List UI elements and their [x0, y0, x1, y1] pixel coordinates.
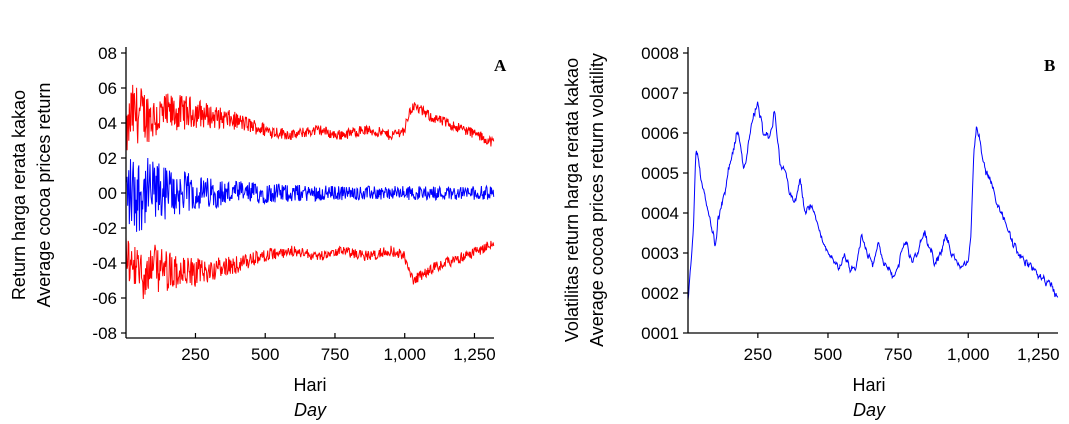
- panel-b-series: [687, 101, 1059, 301]
- panel-b-y-tick-label: 0002: [641, 284, 679, 303]
- panel-a-upper-band-line: [125, 84, 495, 151]
- panel-b-y-axis-title: Volatilitas return harga rerata kakao Av…: [562, 53, 607, 347]
- panel-a-y-tick-label: -08: [92, 324, 117, 343]
- panel-b-x-tick-label: 1,250: [1017, 345, 1060, 364]
- panel-a-x-tick-label: 500: [251, 345, 279, 364]
- panel-b-y-tick-label: 0003: [641, 244, 679, 263]
- panel-b-x-ticks: 250 500 750 1,000 1,250: [744, 333, 1060, 364]
- panel-b-ylabel: Volatilitas return harga rerata kakao: [562, 58, 582, 342]
- panel-b-y-tick-label: 0004: [641, 204, 679, 223]
- panel-b-y-tick-label: 0005: [641, 164, 679, 183]
- panel-b-ylabel-en: Average cocoa prices return volatility: [587, 53, 607, 347]
- panel-b-volatility-line: [687, 101, 1059, 301]
- panel-a-x-ticks: 250 500 750 1,000 1,250: [181, 333, 496, 364]
- panel-b-x-tick-label: 750: [884, 345, 912, 364]
- panel-a-y-tick-label: 04: [98, 114, 117, 133]
- panel-b-y-tick-label: 0006: [641, 124, 679, 143]
- panel-b-y-tick-label: 0008: [641, 44, 679, 63]
- panel-a-return-line: [125, 157, 495, 232]
- panel-a-y-tick-label: 00: [98, 184, 117, 203]
- panel-a-y-tick-label: -04: [92, 254, 117, 273]
- panel-a-y-ticks: 08 06 04 02 00 -02 -04 -06 -08: [92, 44, 126, 343]
- panel-a-series: [125, 84, 495, 300]
- panel-a-x-tick-label: 1,000: [383, 345, 426, 364]
- panel-b-label: B: [1044, 56, 1055, 75]
- panel-b-chart: Volatilitas return harga rerata kakao Av…: [562, 44, 1060, 420]
- panel-a-x-tick-label: 1,250: [453, 345, 496, 364]
- panel-a-x-tick-label: 750: [321, 345, 349, 364]
- panel-a-ylabel-en: Average cocoa prices return: [34, 83, 54, 308]
- panel-a-y-tick-label: -06: [92, 289, 117, 308]
- panel-b-xlabel: Hari: [852, 375, 885, 395]
- panel-b-xlabel-en: Day: [853, 400, 886, 420]
- panel-b-y-tick-label: 0001: [641, 324, 679, 343]
- panel-a-y-tick-label: 02: [98, 149, 117, 168]
- panel-a-label: A: [494, 56, 507, 75]
- panel-a-xlabel-en: Day: [294, 400, 327, 420]
- panel-a-x-tick-label: 250: [181, 345, 209, 364]
- panel-a-y-tick-label: -02: [92, 219, 117, 238]
- panel-a-chart: Return harga rerata kakao Average cocoa …: [9, 44, 507, 420]
- panel-b-x-tick-label: 1,000: [947, 345, 990, 364]
- panel-b-x-tick-label: 500: [814, 345, 842, 364]
- panel-a-ylabel: Return harga rerata kakao: [9, 90, 29, 300]
- panel-a-y-tick-label: 08: [98, 44, 117, 63]
- panel-b-y-tick-label: 0007: [641, 84, 679, 103]
- panel-a-lower-band-line: [125, 237, 495, 300]
- panel-a-y-axis-title: Return harga rerata kakao Average cocoa …: [9, 83, 54, 308]
- panel-a-y-tick-label: 06: [98, 79, 117, 98]
- panel-b-y-ticks: 0008 0007 0006 0005 0004 0003 0002 0001: [641, 44, 688, 343]
- panel-a-xlabel: Hari: [293, 375, 326, 395]
- panel-b-x-tick-label: 250: [744, 345, 772, 364]
